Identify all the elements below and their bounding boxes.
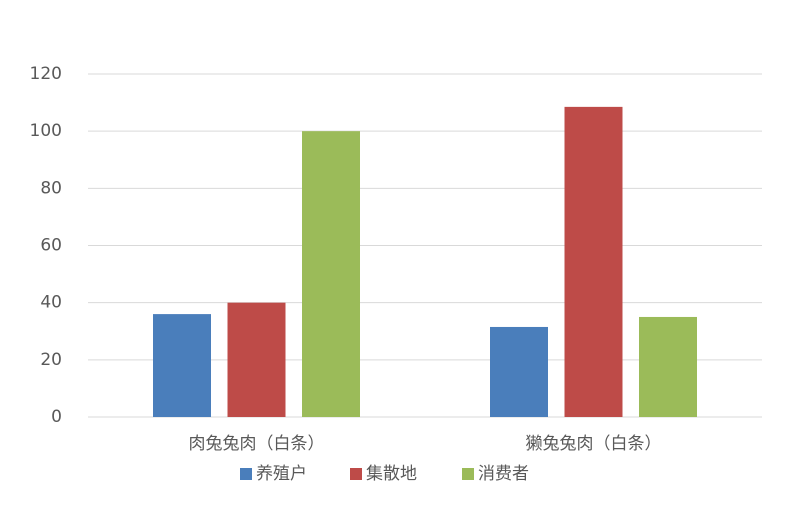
y-tick-label: 120 [30,64,62,84]
legend-label: 集散地 [366,464,417,484]
y-tick-label: 20 [40,350,62,370]
y-tick-label: 40 [40,293,62,313]
bar [490,326,548,417]
y-tick-label: 100 [30,121,62,141]
bar [227,302,286,417]
legend-swatch [240,468,252,480]
y-tick-label: 80 [40,178,62,198]
legend-label: 养殖户 [256,464,307,484]
bar [153,314,211,417]
y-tick-label: 60 [40,236,62,256]
legend-label: 消费者 [478,464,529,484]
bar [639,316,697,417]
legend-swatch [462,468,474,480]
bar [564,106,623,417]
legend-swatch [350,468,362,480]
y-tick-label: 0 [51,407,62,427]
bar [302,131,360,417]
x-tick-label: 肉兔兔肉（白条） [189,434,325,454]
x-tick-label: 獭兔兔肉（白条） [526,434,662,454]
